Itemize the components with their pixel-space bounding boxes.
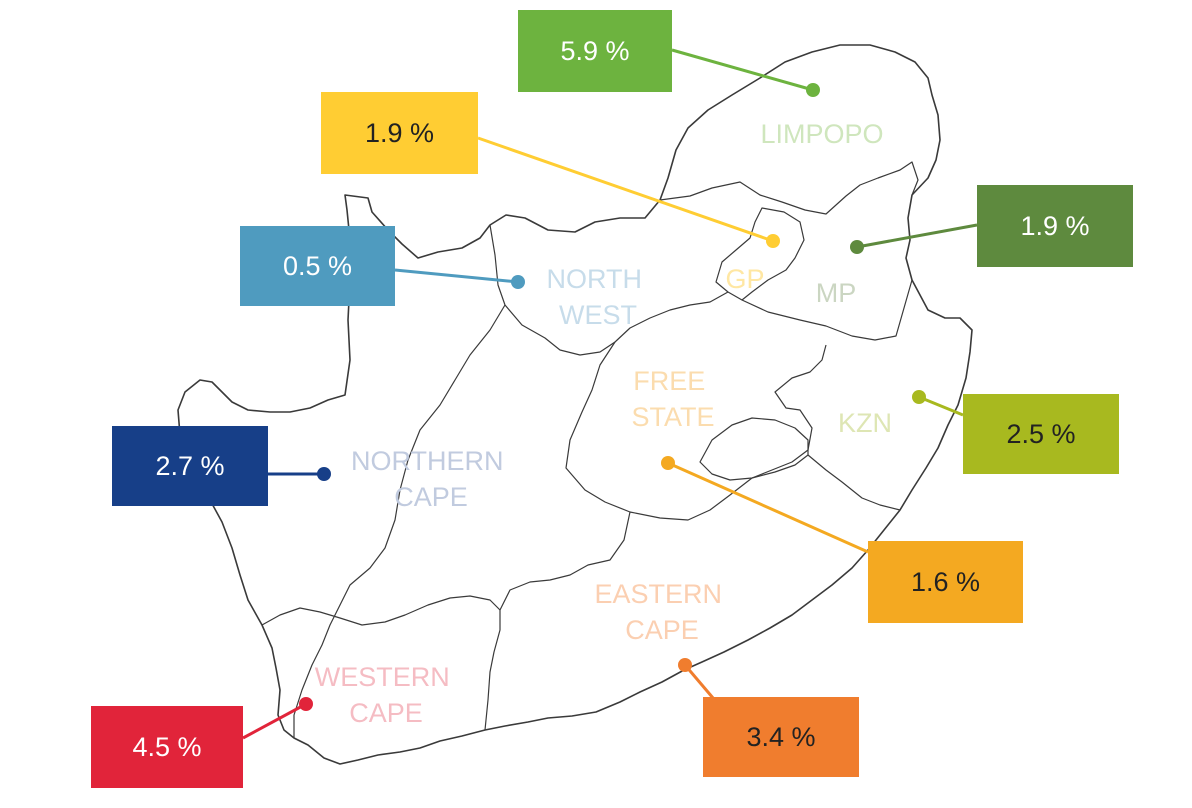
value-gp: 1.9 % — [364, 117, 435, 148]
border-lesotho — [699, 417, 809, 481]
label-mp: MP — [816, 278, 857, 308]
label-north-west-line-2: WEST — [559, 300, 637, 330]
border-limpopo — [659, 161, 919, 215]
leader-line-limpopo — [671, 48, 814, 92]
value-limpopo: 5.9 % — [560, 35, 630, 66]
label-mp-line: MP — [816, 278, 857, 308]
label-northern-cape: NORTHERN CAPE — [351, 446, 511, 512]
value-north-west: 0.5 % — [282, 250, 353, 281]
label-western-cape: WESTERN CAPE — [315, 662, 458, 728]
label-eastern-cape: EASTERN CAPE — [594, 579, 729, 645]
label-western-cape-line-2: CAPE — [349, 698, 423, 728]
border-gauteng — [715, 207, 805, 301]
leader-line-gp — [477, 136, 774, 243]
value-box-limpopo: 5.9 % — [518, 10, 672, 92]
marker-mp — [850, 240, 864, 254]
value-box-kzn: 2.5 % — [963, 394, 1119, 474]
border-free-state — [565, 341, 827, 521]
marker-limpopo — [806, 83, 820, 97]
value-box-north-west: 0.5 % — [240, 226, 395, 306]
value-kzn: 2.5 % — [1006, 418, 1076, 449]
label-limpopo: LIMPOPO — [760, 119, 883, 149]
label-gp: GP — [725, 264, 764, 294]
leader-line-north-west — [394, 268, 519, 284]
leader-lines — [242, 48, 978, 740]
label-eastern-cape-line-1: EASTERN — [594, 579, 722, 609]
border-north-west — [489, 224, 729, 356]
marker-gp — [766, 234, 780, 248]
label-northern-cape-line-2: CAPE — [394, 482, 468, 512]
value-mp: 1.9 % — [1020, 210, 1090, 241]
value-box-western-cape: 4.5 % — [91, 706, 243, 788]
border-eastern-cape — [484, 454, 901, 731]
markers — [299, 83, 926, 711]
marker-eastern-cape — [678, 658, 692, 672]
label-western-cape-line-1: WESTERN — [315, 662, 450, 692]
border-northern-cape — [293, 304, 506, 738]
border-mpumalanga — [741, 279, 913, 341]
value-eastern-cape: 3.4 % — [746, 721, 816, 752]
border-western-cape — [261, 595, 501, 626]
marker-kzn — [912, 390, 926, 404]
label-limpopo-line: LIMPOPO — [760, 119, 883, 149]
value-box-gp: 1.9 % — [321, 92, 478, 174]
marker-north-west — [511, 275, 525, 289]
label-eastern-cape-line-2: CAPE — [625, 615, 699, 645]
value-box-eastern-cape: 3.4 % — [703, 697, 859, 777]
leader-line-western-cape — [242, 702, 307, 740]
value-free-state: 1.6 % — [910, 566, 981, 597]
value-box-free-state: 1.6 % — [868, 541, 1023, 623]
label-free-state: FREE STATE — [631, 366, 714, 432]
marker-free-state — [661, 456, 675, 470]
label-kzn: KZN — [838, 408, 892, 438]
label-northern-cape-line-1: NORTHERN — [351, 446, 504, 476]
label-gp-line: GP — [725, 264, 764, 294]
value-western-cape: 4.5 % — [132, 731, 202, 762]
province-labels: LIMPOPO GP NORTH WEST MP KZN NORTHERN CA… — [315, 119, 892, 728]
country-outline — [177, 44, 973, 765]
value-box-northern-cape: 2.7 % — [112, 426, 268, 506]
label-free-state-line-2: STATE — [631, 402, 714, 432]
label-kzn-line: KZN — [838, 408, 892, 438]
marker-western-cape — [299, 697, 313, 711]
label-free-state-line-1: FREE — [633, 366, 705, 396]
leader-line-eastern-cape — [683, 664, 715, 699]
leader-line-kzn — [918, 395, 964, 417]
label-north-west: NORTH WEST — [546, 264, 649, 330]
value-northern-cape: 2.7 % — [155, 450, 225, 481]
value-box-mp: 1.9 % — [977, 185, 1133, 267]
marker-northern-cape — [317, 467, 331, 481]
label-north-west-line-1: NORTH — [546, 264, 642, 294]
leader-line-mp — [856, 223, 978, 249]
leader-line-free-state — [667, 461, 869, 554]
